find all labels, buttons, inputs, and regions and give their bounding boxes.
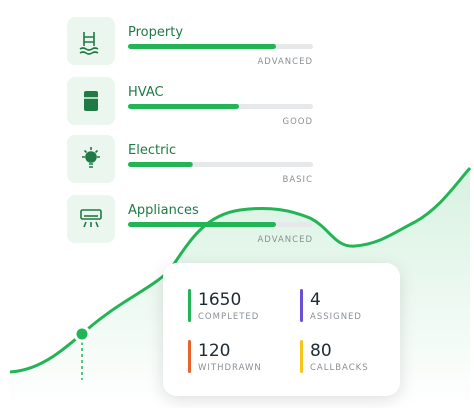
skill-level: ADVANCED: [257, 235, 313, 245]
bulb-icon: [82, 147, 100, 168]
skill-level: ADVANCED: [257, 57, 313, 67]
progress-bar: [128, 162, 193, 167]
skill-label: Appliances: [128, 203, 199, 218]
skill-label: Property: [128, 25, 183, 40]
stat-label: ASSIGNED: [310, 312, 362, 322]
progress-bar: [128, 44, 276, 49]
stat-accent: [188, 340, 191, 373]
icon-tiles: [67, 17, 115, 243]
stat-accent: [300, 289, 303, 322]
stat-label: CALLBACKS: [310, 363, 369, 373]
stat-value: 80: [310, 341, 332, 361]
skill-label: Electric: [128, 143, 176, 158]
stat-value: 4: [310, 290, 321, 310]
stats-card: [163, 263, 400, 396]
stat-value: 120: [198, 341, 230, 361]
progress-bar: [128, 104, 239, 109]
icon-tile: [67, 17, 115, 65]
pool-icon: [79, 32, 99, 55]
stat-value: 1650: [198, 290, 241, 310]
stat-label: COMPLETED: [198, 312, 259, 322]
skill-label: HVAC: [128, 85, 164, 100]
progress-bar: [128, 222, 276, 227]
skill-level: GOOD: [282, 117, 313, 127]
marker-dot: [73, 325, 91, 343]
fridge-icon: [84, 91, 98, 111]
skill-level: BASIC: [283, 175, 313, 185]
stat-label: WITHDRAWN: [198, 363, 262, 373]
stat-accent: [300, 340, 303, 373]
ac-icon: [80, 209, 102, 228]
stat-accent: [188, 289, 191, 322]
